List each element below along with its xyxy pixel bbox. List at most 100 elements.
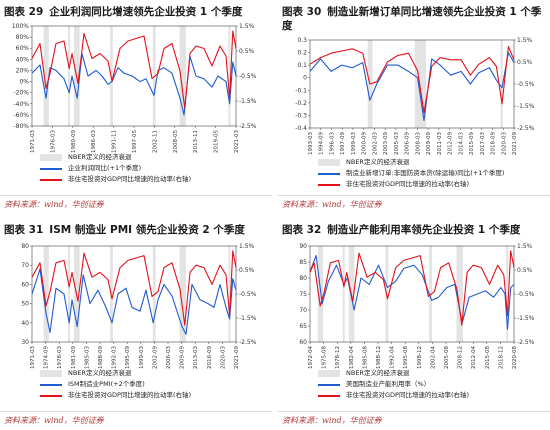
- x-tick-label: 2013-03: [193, 346, 199, 369]
- legend-swatch: [40, 370, 62, 377]
- x-tick-label: 1971-03: [30, 346, 36, 369]
- legend-swatch: [40, 394, 62, 397]
- series-line-blue: [31, 268, 237, 335]
- recession-band: [68, 246, 70, 342]
- y-tick-label-right: -2.5%: [517, 339, 535, 346]
- legend-label: 美国制造业产能利用率（%）: [346, 380, 431, 388]
- x-tick-label: 2014-03: [458, 132, 464, 155]
- x-tick-label: 2009-09: [180, 346, 186, 369]
- y-tick-label-left: -80%: [13, 123, 29, 130]
- y-tick-label-left: -0.4: [295, 125, 307, 132]
- x-tick-label: 1991-11: [112, 130, 118, 153]
- y-tick-label-right: -0.5%: [517, 81, 535, 88]
- series-line-red: [309, 46, 515, 114]
- y-tick-label-right: 1.5%: [517, 37, 533, 44]
- x-tick-label: 2020-03: [501, 132, 507, 155]
- x-tick-label: 1988-09: [98, 346, 104, 369]
- x-tick-label: 2021-09: [512, 132, 518, 155]
- figure-number: 图表 29: [4, 6, 44, 18]
- recession-band: [500, 40, 503, 128]
- y-tick-label-right: 0.5%: [239, 48, 255, 55]
- x-tick-label: 1976-03: [50, 130, 56, 153]
- chart-title: 图表 30 制造业新增订单同比增速领先企业投资 1 个季度: [282, 5, 546, 33]
- x-tick-label: 2002-04: [430, 346, 436, 369]
- y-tick-label-right: -0.5%: [239, 291, 257, 298]
- plot-frame: [309, 245, 515, 343]
- legend-swatch: [40, 167, 62, 170]
- recession-band: [43, 26, 49, 126]
- legend-label: NBER定义的经济衰退: [346, 158, 410, 166]
- y-tick-label-left: 60%: [16, 45, 30, 52]
- legend-item-blue: ISM制造业PMI(+2个季度): [40, 379, 191, 390]
- series-line-red: [31, 30, 237, 110]
- legend-item-red: 非住宅投资对GDP同比增速的拉动率(右轴): [318, 390, 469, 401]
- source-note: 资料来源：wind，华创证券: [4, 416, 104, 425]
- x-tick-label: 2002-03: [372, 132, 378, 155]
- y-tick-label-left: 70: [21, 262, 29, 269]
- legend-item-band: NBER定义的经济衰退: [40, 368, 191, 379]
- chart-title: 图表 29 企业利润同比增速领先企业投资 1 个季度: [4, 5, 268, 19]
- y-tick-label-left: 70: [299, 307, 307, 314]
- legend-label: 非住宅投资对GDP同比增速的拉动率(右轴): [346, 391, 470, 399]
- x-tick-label: 2003-09: [383, 132, 389, 155]
- source-note: 资料来源：wind，华创证券: [4, 200, 104, 209]
- x-tick-label: 2012-04: [471, 346, 477, 369]
- y-tick-label-left: 30: [21, 339, 29, 346]
- chart-panel-30: 图表 30 制造业新增订单同比增速领先企业投资 1 个季度 0.3 0.2 0.1 0 -…: [278, 0, 550, 212]
- x-tick-label: 2000-09: [362, 132, 368, 155]
- recession-band: [342, 246, 345, 342]
- figure-title: 制造业新增订单同比增速领先企业投资 1 个季度: [282, 6, 542, 32]
- recession-band: [506, 246, 509, 342]
- x-tick-label: 2002-09: [152, 346, 158, 369]
- y-tick-label-left: 60: [21, 281, 29, 288]
- y-tick-label-left: 0.3: [297, 37, 307, 44]
- y-tick-label-right: 1.5%: [239, 243, 255, 250]
- legend-item-blue: 制造业新增订单:非国防资本货(除运输)同比(+1个季度): [318, 168, 504, 179]
- recession-band: [228, 246, 231, 342]
- figure-title: ISM 制造业 PMI 领先企业投资 2 个季度: [49, 224, 245, 236]
- y-tick-label-left: 0.1: [297, 62, 307, 69]
- y-tick-label-left: -40%: [13, 101, 29, 108]
- x-tick-label: 1995-09: [125, 346, 131, 369]
- x-tick-label: 1997-09: [340, 132, 346, 155]
- x-tick-label: 2012-09: [448, 132, 454, 155]
- legend-item-red: 非住宅投资对GDP同比增速的拉动率(右轴): [40, 174, 191, 185]
- legend-item-blue: 企业利润同比(+1个季度): [40, 163, 191, 174]
- y-tick-label-left: 60: [299, 339, 307, 346]
- y-tick-label-left: 65: [299, 323, 307, 330]
- x-tick-label: 1985-03: [84, 346, 90, 369]
- x-tick-label: 2006-03: [166, 346, 172, 369]
- source-note: 资料来源：wind，华创证券: [282, 200, 382, 209]
- x-tick-label: 1971-03: [30, 130, 36, 153]
- x-tick-label: 1972-04: [308, 346, 314, 369]
- x-tick-label: 2006-09: [405, 132, 411, 155]
- x-tick-label: 1986-03: [91, 130, 97, 153]
- series-line-blue: [309, 255, 515, 330]
- y-tick-label-left: 85: [299, 259, 307, 266]
- x-tick-label: 2021-09: [234, 346, 240, 369]
- x-tick-label: 2009-09: [426, 132, 432, 155]
- legend-item-band: NBER定义的经济衰退: [40, 152, 191, 163]
- x-tick-label: 2020-03: [220, 346, 226, 369]
- x-tick-label: 2015-09: [469, 132, 475, 155]
- y-tick-label-left: 40%: [16, 56, 30, 63]
- legend-item-band: NBER定义的经济衰退: [318, 157, 504, 168]
- legend: NBER定义的经济衰退 制造业新增订单:非国防资本货(除运输)同比(+1个季度)…: [318, 157, 504, 190]
- legend-label: NBER定义的经济衰退: [346, 369, 410, 377]
- figure-number: 图表 31: [4, 224, 44, 236]
- y-tick-label-left: -20%: [13, 90, 29, 97]
- x-tick-label: 1994-09: [319, 132, 325, 155]
- x-tick-label: 2017-03: [480, 132, 486, 155]
- y-tick-label-right: 1.5%: [517, 243, 533, 250]
- y-tick-label-left: -0.3: [295, 112, 307, 119]
- y-tick-label-left: 80: [21, 243, 29, 250]
- y-tick-label-right: 1.5%: [239, 23, 255, 30]
- x-tick-label: 2019-05: [214, 130, 220, 153]
- plot-frame: [309, 39, 515, 129]
- legend-swatch: [318, 172, 340, 175]
- legend-item-band: NBER定义的经济衰退: [318, 368, 469, 379]
- x-tick-label: 1985-08: [362, 346, 368, 369]
- y-tick-label-left: 75: [299, 291, 307, 298]
- divider: [278, 195, 550, 196]
- figure-number: 图表 30: [282, 6, 322, 18]
